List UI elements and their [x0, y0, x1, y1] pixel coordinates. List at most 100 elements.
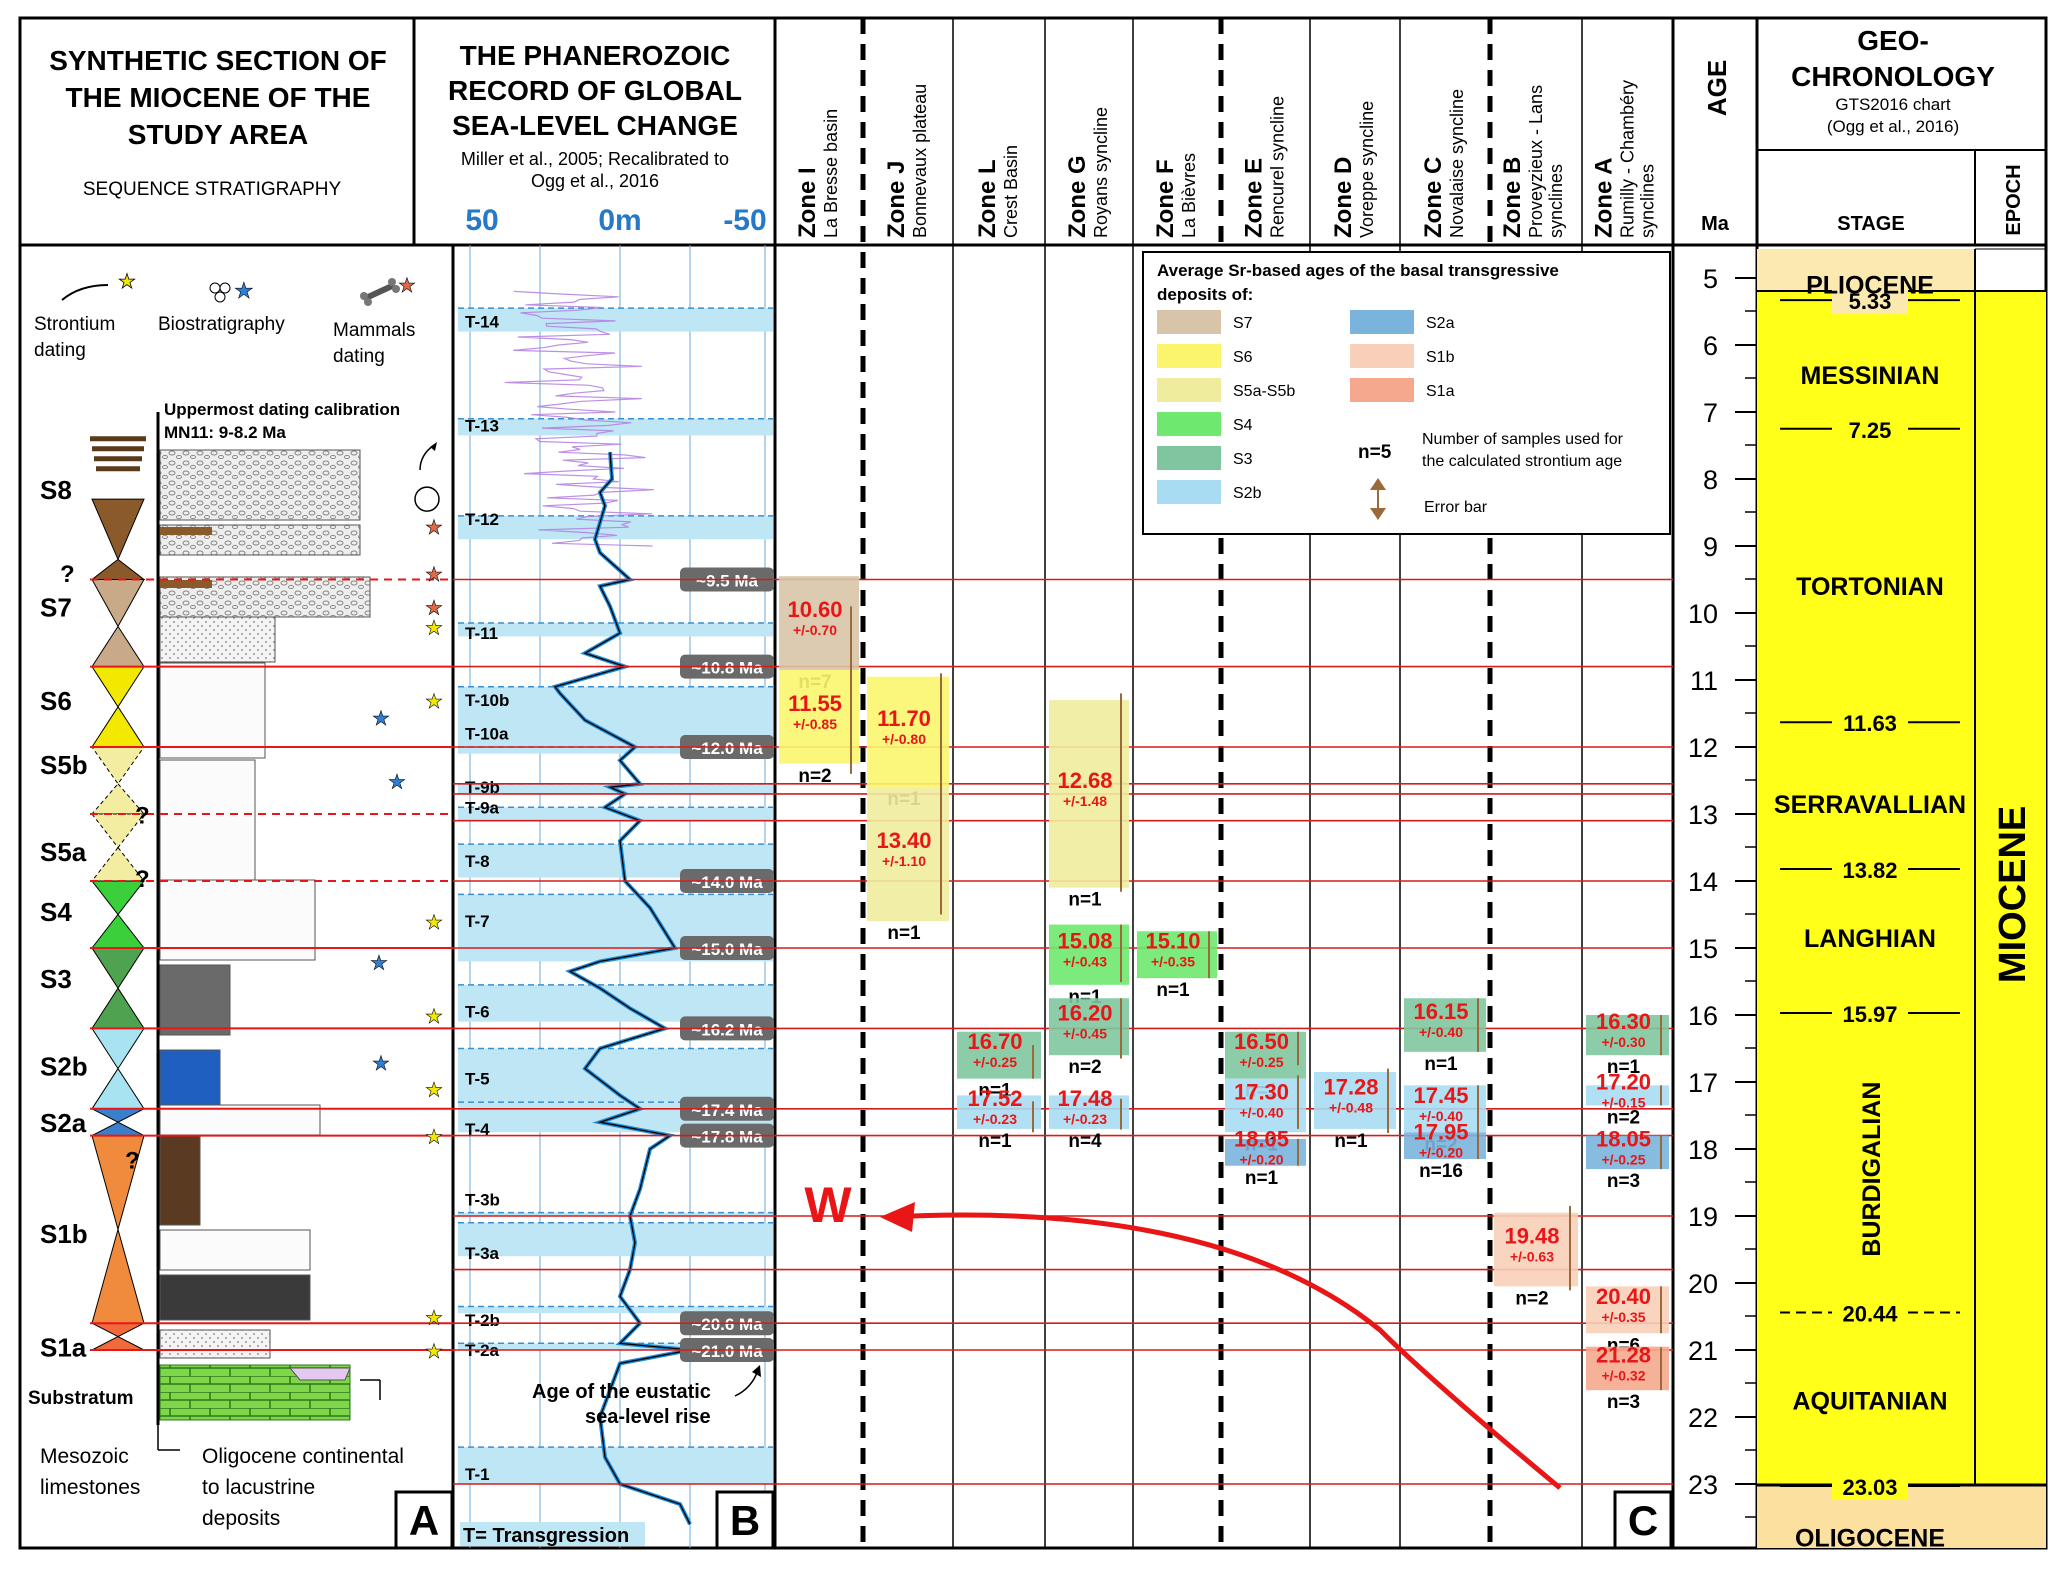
sample-n: n=2 — [798, 766, 831, 787]
legend-label: S3 — [1233, 451, 1253, 468]
panel-c: Zone I La Bresse basin Zone J Bonnevaux pla… — [453, 18, 1673, 1550]
sample-fill — [1586, 1015, 1669, 1056]
stage-boundary-label: 7.25 — [1849, 418, 1892, 443]
epoch-header: EPOCH — [2003, 164, 2025, 235]
gts-line-2: (Ogg et al., 2016) — [1827, 117, 1959, 136]
mesozoic-label-line-1: Mesozoic — [40, 1445, 129, 1468]
oligocene-label-line-1: Oligocene continental — [202, 1445, 404, 1468]
transgression-label: T-11 — [465, 624, 498, 643]
panel-a-title-line-2: THE MIOCENE OF THE — [66, 82, 371, 113]
legend-mammals-line-2: dating — [333, 346, 385, 367]
sample-n: n=2 — [1607, 1107, 1640, 1128]
legend-n-text: Number of samples used for — [1422, 431, 1624, 448]
sample-age: 17.95 — [1413, 1120, 1468, 1145]
sample-box: 17.30+/-0.40n=1 — [1225, 1075, 1306, 1155]
sample-error: +/-0.40 — [1240, 1104, 1284, 1120]
sequence-shape — [91, 1108, 145, 1123]
transgression-label: T-13 — [465, 416, 499, 435]
sample-n: n=4 — [1068, 1131, 1102, 1152]
sample-error: +/-0.40 — [1419, 1108, 1463, 1124]
panel-c-letter-box — [1613, 1490, 1673, 1550]
sample-fill — [1586, 1346, 1669, 1391]
sample-age: 17.30 — [1234, 1079, 1289, 1104]
legend-label: S2b — [1233, 485, 1262, 502]
zone-name: Rencurel syncline — [1268, 96, 1288, 238]
transgression-label: T-3b — [465, 1190, 500, 1209]
sample-error: +/-0.25 — [1240, 1054, 1284, 1070]
sample-error: +/-0.32 — [1602, 1367, 1646, 1383]
sample-n: n=1 — [1607, 1057, 1641, 1078]
sample-n: n=1 — [1424, 1054, 1458, 1075]
strontium-dating-icon: ★ — [61, 271, 136, 301]
svg-text:★: ★ — [118, 271, 136, 293]
panel-a-letter: A — [409, 1497, 439, 1544]
sample-box: 17.20+/-0.15n=2 — [1586, 1069, 1669, 1128]
transgression-label: T-3a — [465, 1244, 500, 1263]
sequence-label: S2a — [40, 1108, 87, 1138]
legend-swatch — [1157, 344, 1221, 368]
age-badge-text: ~9.5 Ma — [696, 572, 758, 591]
sea-level-curve-outline — [553, 452, 691, 1525]
sample-error: +/-1.48 — [1063, 793, 1107, 809]
zone-code: Zone C — [1420, 157, 1447, 238]
sequence-shape — [91, 705, 145, 748]
oligocene-label-line-3: deposits — [202, 1507, 280, 1530]
question-mark: ? — [60, 561, 75, 588]
sample-error: +/-1.10 — [882, 853, 926, 869]
age-tick-label: 11 — [1690, 666, 1718, 696]
sample-age: 16.70 — [967, 1029, 1022, 1054]
sample-box: 20.40+/-0.35n=6 — [1586, 1284, 1669, 1356]
sample-error: +/-0.45 — [1063, 1026, 1107, 1042]
sequence-label: S5b — [40, 750, 88, 780]
sequence-label: S7 — [40, 592, 72, 622]
miocene-stage-band — [1757, 291, 1975, 1485]
stage-label: LANGHIAN — [1804, 925, 1936, 953]
stage-boundary-label: 13.82 — [1842, 858, 1897, 883]
sample-box: 17.45+/-0.40n=2 — [1404, 1083, 1486, 1155]
dating-star-icon: ★ — [425, 691, 443, 713]
transgression-label: T-10b — [465, 691, 509, 710]
sea-level-curve-detail — [504, 290, 655, 547]
legend-strontium-line-1: Strontium — [34, 314, 115, 335]
zone-code: Zone J — [883, 161, 910, 238]
w-label: W — [804, 1177, 852, 1233]
eustatic-note-line-1: Age of the eustatic — [532, 1381, 711, 1403]
miocene-epoch-band — [1975, 291, 2046, 1485]
panel-b-source-line-1: Miller et al., 2005; Recalibrated to — [461, 149, 729, 169]
sample-age: 17.45 — [1413, 1083, 1468, 1108]
age-tick-label: 7 — [1703, 398, 1718, 428]
sequence-label: S2b — [40, 1051, 88, 1081]
sample-error: +/-0.35 — [1151, 954, 1195, 970]
stage-label: BURDIGALIAN — [1858, 1082, 1886, 1257]
legend-label: S6 — [1233, 349, 1253, 366]
age-badge-text: ~12.0 Ma — [691, 739, 763, 758]
sample-age: 11.70 — [877, 706, 931, 731]
age-tick-label: 18 — [1688, 1135, 1718, 1165]
transgression-label: T-8 — [465, 852, 490, 871]
sample-age: 17.20 — [1596, 1069, 1651, 1094]
transgression-band — [458, 1306, 773, 1314]
sample-error: +/-0.85 — [793, 716, 837, 732]
sequence-shape — [90, 558, 146, 580]
age-badge-text: ~14.0 Ma — [691, 873, 763, 892]
transgression-band — [458, 1222, 773, 1257]
dating-star-icon: ★ — [372, 1053, 390, 1075]
age-badge-text: ~16.2 Ma — [691, 1020, 763, 1039]
stage-label: TORTONIAN — [1796, 573, 1944, 601]
dating-star-icon: ★ — [425, 517, 443, 539]
t-legend: T= Transgression — [463, 1525, 629, 1547]
sample-fill — [1049, 998, 1129, 1056]
stage-boundary-label: 5.33 — [1849, 289, 1892, 314]
legend-title: deposits of: — [1157, 285, 1253, 304]
legend-swatch — [1350, 378, 1414, 402]
transgression-band — [458, 418, 773, 436]
sample-fill — [1225, 1138, 1306, 1166]
zone-name: Novalaise syncline — [1447, 89, 1467, 238]
panel-a-title-line-1: SYNTHETIC SECTION OF — [49, 45, 387, 76]
age-badge-text: ~10.8 Ma — [691, 659, 763, 678]
age-badge-text: ~17.4 Ma — [691, 1101, 763, 1120]
age-tick-label: 23 — [1688, 1470, 1718, 1500]
transgression-label: T-2b — [465, 1311, 500, 1330]
zone-code: Zone B — [1499, 157, 1526, 238]
sample-n: n=1 — [1245, 1168, 1279, 1189]
